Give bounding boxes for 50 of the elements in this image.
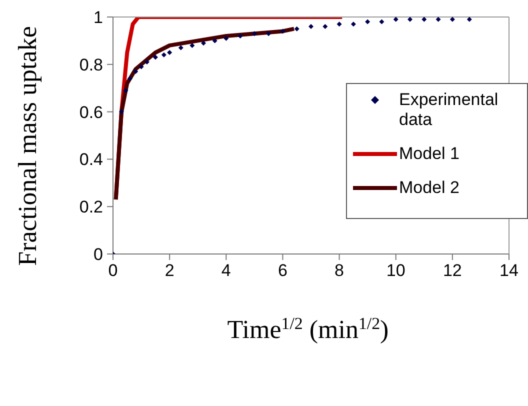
point	[238, 33, 243, 38]
point	[365, 19, 370, 24]
point	[252, 31, 257, 36]
point	[167, 50, 172, 56]
point	[190, 42, 195, 48]
point	[123, 88, 128, 93]
point	[152, 54, 158, 60]
legend-label: Experimental data	[399, 90, 500, 130]
y-tick-label: 0.2	[79, 198, 103, 217]
point	[350, 22, 356, 27]
point	[466, 17, 472, 22]
point	[118, 109, 124, 114]
y-tick-label: 0.4	[79, 150, 103, 170]
point	[212, 38, 218, 44]
point	[408, 17, 412, 22]
y-axis-title: Fractional mass uptake	[13, 26, 42, 266]
point	[422, 17, 427, 22]
x-tick-label: 0	[108, 261, 118, 280]
legend-label: Model 1	[399, 144, 460, 164]
x-tick-label: 14	[500, 261, 518, 280]
y-tick-label: 0.6	[79, 102, 103, 122]
point	[144, 60, 150, 65]
legend-label: Model 2	[399, 178, 460, 198]
y-tick-label: 1	[94, 8, 103, 28]
point	[450, 17, 455, 22]
x-tick-label: 12	[442, 261, 462, 280]
x-tick-label: 6	[278, 261, 288, 280]
x-tick-label: 2	[164, 261, 174, 280]
point	[201, 40, 206, 46]
point	[294, 26, 300, 32]
point	[266, 31, 272, 36]
point	[133, 69, 138, 74]
point	[336, 22, 342, 27]
point	[393, 17, 398, 22]
x-tick-label: 10	[386, 261, 406, 280]
point	[322, 24, 328, 29]
x-axis-title: Time$^{1/2}$ (min$^{1/2}$)	[227, 314, 389, 344]
point	[161, 52, 166, 58]
point	[379, 19, 384, 24]
point	[138, 64, 144, 70]
point	[224, 36, 229, 41]
y-tick-label: 0.8	[79, 55, 103, 74]
point	[436, 17, 441, 22]
point	[127, 76, 132, 82]
point	[308, 24, 314, 29]
point	[280, 28, 286, 34]
x-tick-label: 8	[334, 261, 344, 280]
y-tick-label: 0	[94, 245, 103, 264]
point	[178, 45, 184, 50]
x-tick-label: 4	[221, 261, 231, 280]
